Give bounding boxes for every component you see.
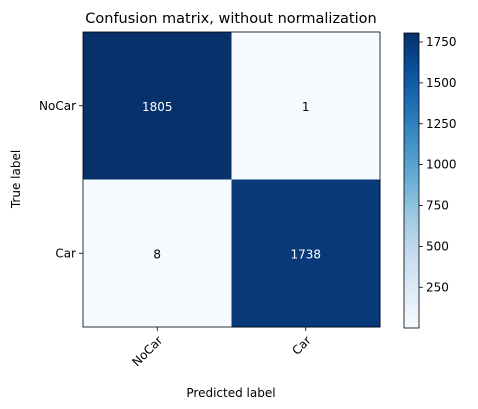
y-axis-label: True label bbox=[9, 150, 23, 209]
colorbar-ticks: 250 500 750 1000 1250 1500 1750 bbox=[419, 35, 457, 294]
colorbar-tick-label: 750 bbox=[426, 199, 449, 213]
heatmap-cell bbox=[231, 179, 381, 328]
heatmap-cell bbox=[83, 32, 232, 180]
cell-labels: 1805 1 8 1738 bbox=[142, 100, 321, 262]
colorbar-tick-label: 1000 bbox=[426, 158, 457, 172]
heatmap-cells bbox=[83, 32, 381, 328]
cell-value-label: 8 bbox=[153, 247, 161, 261]
cell-value-label: 1805 bbox=[142, 100, 173, 114]
chart-title: Confusion matrix, without normalization bbox=[85, 11, 376, 27]
heatmap-cell bbox=[231, 32, 381, 180]
y-axis: NoCar Car bbox=[39, 99, 83, 260]
colorbar: 250 500 750 1000 1250 1500 1750 bbox=[403, 32, 457, 329]
colorbar-tick-label: 500 bbox=[426, 239, 449, 253]
colorbar-gradient bbox=[403, 32, 420, 329]
colorbar-tick-label: 1500 bbox=[426, 76, 457, 90]
colorbar-tick-label: 1750 bbox=[426, 35, 457, 49]
colorbar-tick-label: 1250 bbox=[426, 117, 457, 131]
plot-frame bbox=[82, 31, 381, 328]
cell-value-label: 1 bbox=[302, 100, 310, 114]
x-tick-label: NoCar bbox=[129, 333, 165, 369]
cell-value-label: 1738 bbox=[290, 247, 321, 261]
heatmap-cell bbox=[83, 179, 232, 328]
y-tick-label: NoCar bbox=[39, 99, 76, 113]
colorbar-tick-label: 250 bbox=[426, 280, 449, 294]
x-axis: NoCar Car bbox=[129, 327, 314, 369]
x-tick-label: Car bbox=[289, 333, 314, 358]
y-tick-label: Car bbox=[55, 246, 76, 260]
x-axis-label: Predicted label bbox=[186, 386, 275, 400]
